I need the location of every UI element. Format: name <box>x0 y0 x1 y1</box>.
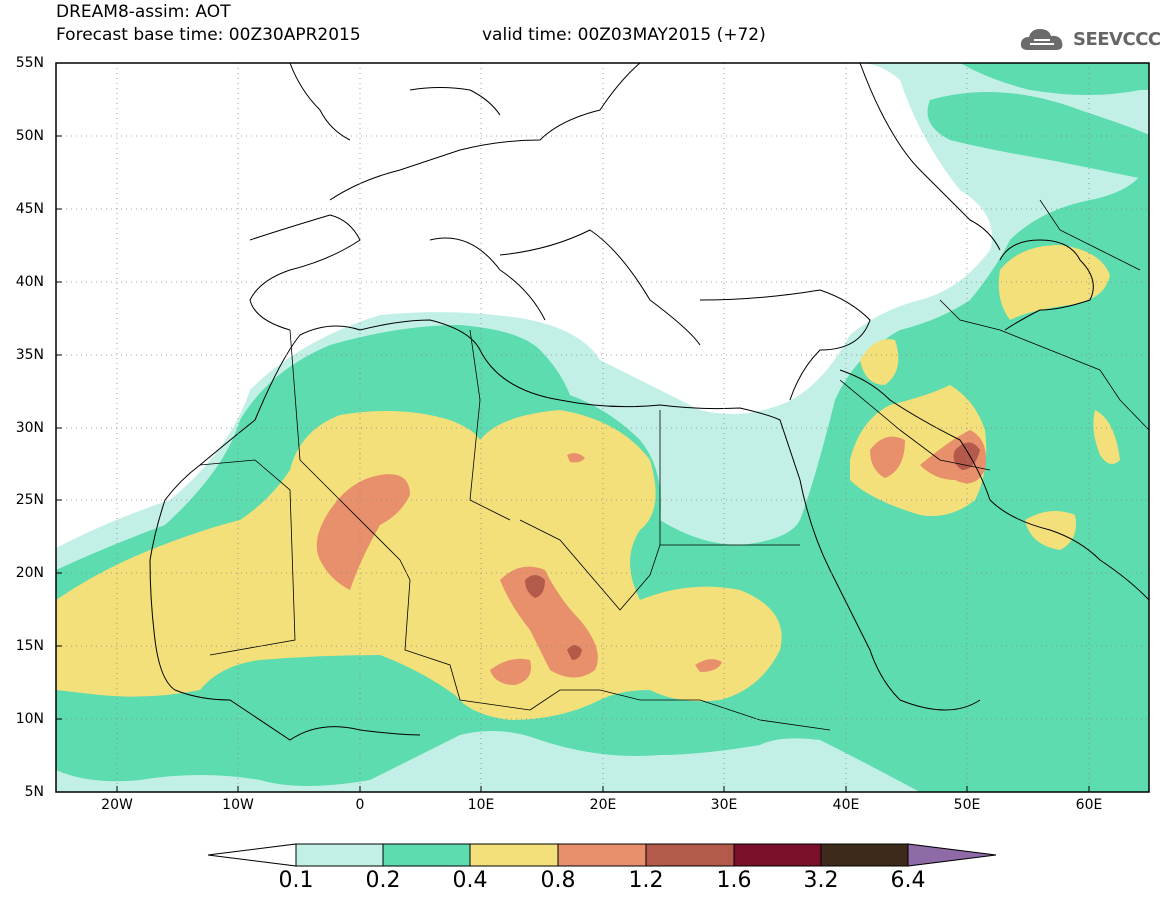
colorbar-level-label: 1.6 <box>716 868 752 893</box>
lon-tick-label: 60E <box>1075 797 1103 813</box>
lon-tick-label: 0 <box>355 797 365 813</box>
lon-tick-label: 10W <box>222 797 254 813</box>
colorbar-bin-1.6 <box>733 843 822 867</box>
seevccc-logo: SEEVCCC <box>1018 22 1161 58</box>
cloud-icon <box>1020 29 1063 50</box>
colorbar-level-label: 3.2 <box>803 868 839 893</box>
colorbar-under-arrow <box>207 843 297 867</box>
tick-marks <box>56 62 1090 792</box>
colorbar-level-label: 0.8 <box>540 868 576 893</box>
colorbar-bin-1.2 <box>645 843 735 867</box>
lat-tick-label: 15N <box>15 638 44 654</box>
lat-tick-label: 20N <box>15 565 44 581</box>
lat-tick-label: 45N <box>15 201 44 217</box>
lat-tick-label: 50N <box>15 128 44 144</box>
lon-tick-label: 20E <box>589 797 617 813</box>
aot-level-0.4 <box>56 245 1120 720</box>
map-title: DREAM8-assim: AOT <box>56 2 231 22</box>
colorbar-bin-0.4 <box>469 843 559 867</box>
lon-tick-label: 30E <box>710 797 738 813</box>
borders <box>199 199 1149 731</box>
lat-tick-label: 5N <box>24 784 44 800</box>
colorbar-bin-0.8 <box>557 843 647 867</box>
colorbar-bin-0.2 <box>382 843 471 867</box>
colorbar-bin-0.1 <box>295 843 384 867</box>
lon-tick-label: 40E <box>832 797 860 813</box>
lat-tick-label: 10N <box>15 711 44 727</box>
base-time-label: Forecast base time: 00Z30APR2015 <box>56 25 361 45</box>
colorbar-level-label: 6.4 <box>890 868 926 893</box>
logo-text: SEEVCCC <box>1073 29 1161 50</box>
lat-tick-label: 40N <box>15 274 44 290</box>
lat-tick-label: 30N <box>15 420 44 436</box>
colorbar-level-label: 0.4 <box>452 868 488 893</box>
grid <box>56 63 1149 792</box>
coastlines <box>149 63 1149 741</box>
lat-tick-label: 55N <box>15 55 44 71</box>
colorbar <box>207 843 997 867</box>
valid-time-label: valid time: 00Z03MAY2015 (+72) <box>482 25 766 45</box>
lat-tick-label: 25N <box>15 492 44 508</box>
lon-tick-label: 20W <box>101 797 133 813</box>
aot-field <box>56 63 1149 792</box>
colorbar-bin-3.2 <box>820 843 909 867</box>
lon-tick-label: 10E <box>467 797 495 813</box>
lon-tick-label: 50E <box>953 797 981 813</box>
colorbar-over-arrow <box>907 843 997 867</box>
colorbar-level-label: 0.1 <box>278 868 314 893</box>
colorbar-level-label: 0.2 <box>365 868 401 893</box>
lat-tick-label: 35N <box>15 347 44 363</box>
colorbar-level-label: 1.2 <box>628 868 664 893</box>
